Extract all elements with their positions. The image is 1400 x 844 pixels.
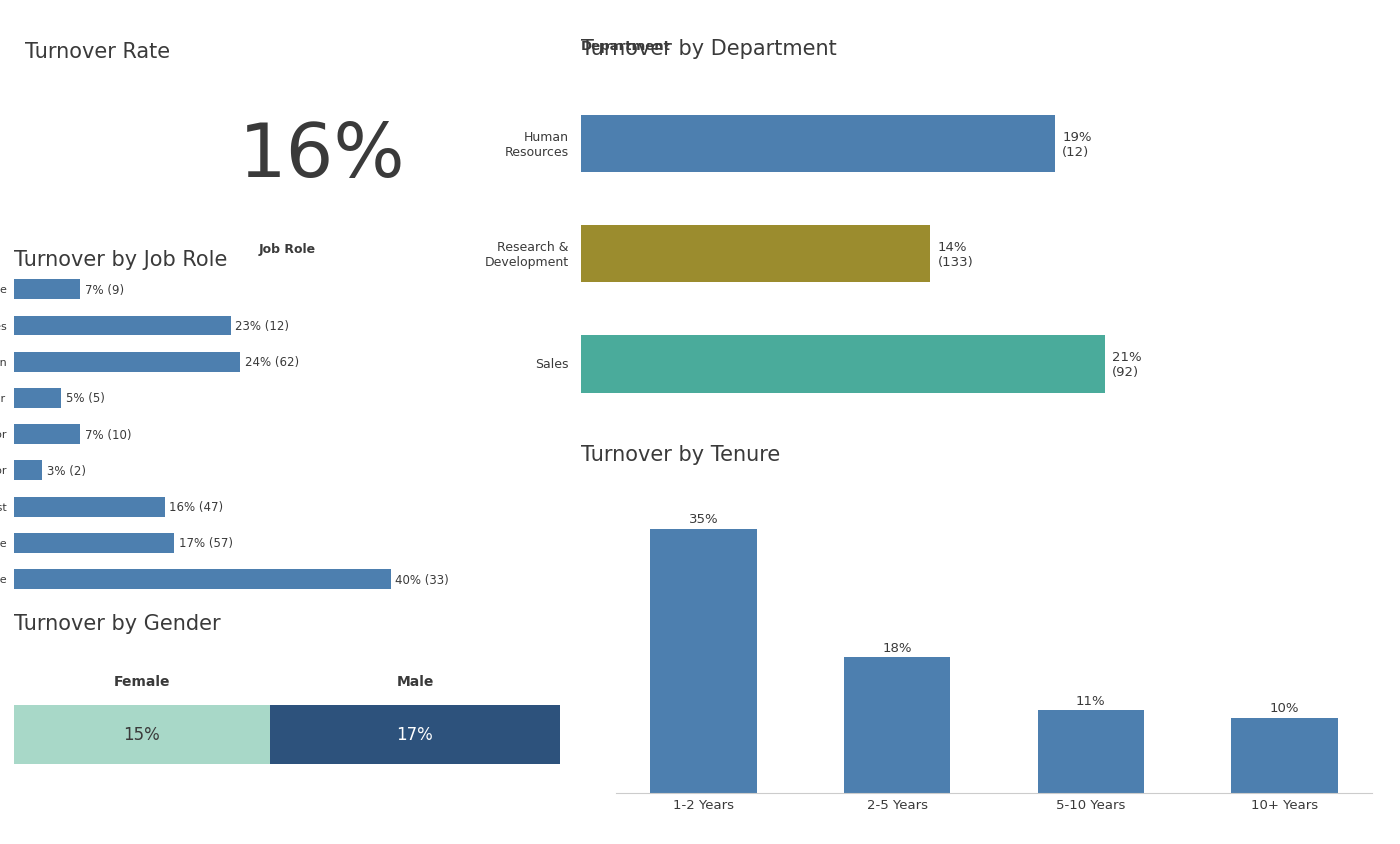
Text: 40% (33): 40% (33): [395, 573, 449, 586]
Text: 19%
(12): 19% (12): [1063, 131, 1092, 159]
Text: 17% (57): 17% (57): [179, 537, 232, 549]
Text: Manager: Manager: [0, 393, 7, 403]
Text: 7% (10): 7% (10): [84, 428, 132, 441]
Text: Job Role: Job Role: [259, 242, 315, 256]
Bar: [14, 705, 270, 764]
Bar: [14, 533, 174, 553]
Bar: [581, 116, 1054, 173]
Text: Sales Representative: Sales Representative: [0, 575, 7, 584]
Text: Human
Resources: Human Resources: [504, 131, 568, 159]
Text: 5% (5): 5% (5): [66, 392, 105, 405]
Bar: [14, 388, 62, 408]
Text: 3% (2): 3% (2): [48, 464, 85, 478]
Text: 17%: 17%: [396, 725, 434, 744]
Text: Sales Executive: Sales Executive: [0, 538, 7, 548]
Text: Male: Male: [396, 674, 434, 688]
Text: Healthcare Representative: Healthcare Representative: [0, 285, 7, 295]
Bar: [844, 657, 951, 793]
Text: Turnover by Tenure: Turnover by Tenure: [581, 444, 780, 464]
Bar: [14, 497, 165, 517]
Text: Female: Female: [113, 674, 171, 688]
Bar: [14, 570, 391, 589]
Text: 35%: 35%: [689, 513, 718, 526]
Text: Manufacturing Director: Manufacturing Director: [0, 430, 7, 440]
Text: 21%
(92): 21% (92): [1112, 350, 1142, 378]
Bar: [14, 461, 42, 481]
Text: Department: Department: [581, 40, 671, 53]
Text: 10%: 10%: [1270, 701, 1299, 714]
Text: 15%: 15%: [123, 725, 161, 744]
Text: Turnover by Job Role: Turnover by Job Role: [14, 250, 227, 270]
Text: Research Scientist: Research Scientist: [0, 502, 7, 512]
Text: Laboratory Technician: Laboratory Technician: [0, 357, 7, 367]
Bar: [14, 353, 239, 372]
Text: 18%: 18%: [882, 641, 911, 654]
Bar: [14, 280, 80, 300]
Text: Human Resources: Human Resources: [0, 322, 7, 331]
Bar: [1037, 711, 1144, 793]
Text: 11%: 11%: [1077, 694, 1106, 706]
Text: 14%
(133): 14% (133): [938, 241, 973, 268]
Text: Research &
Development: Research & Development: [484, 241, 568, 268]
Text: Sales: Sales: [535, 358, 568, 371]
Bar: [14, 316, 231, 336]
Text: Turnover Rate: Turnover Rate: [25, 42, 169, 62]
Text: Research Director: Research Director: [0, 466, 7, 476]
Text: 16%: 16%: [239, 120, 406, 192]
Bar: [1231, 718, 1337, 793]
Bar: [14, 425, 80, 445]
Text: 16% (47): 16% (47): [169, 500, 224, 513]
Text: Turnover by Gender: Turnover by Gender: [14, 613, 221, 633]
Bar: [581, 336, 1105, 393]
Text: 7% (9): 7% (9): [84, 284, 123, 296]
Bar: [581, 226, 930, 283]
Bar: [651, 530, 757, 793]
Text: 23% (12): 23% (12): [235, 320, 290, 333]
Bar: [270, 705, 560, 764]
Text: 24% (62): 24% (62): [245, 356, 298, 369]
Text: Turnover by Department: Turnover by Department: [581, 39, 837, 59]
